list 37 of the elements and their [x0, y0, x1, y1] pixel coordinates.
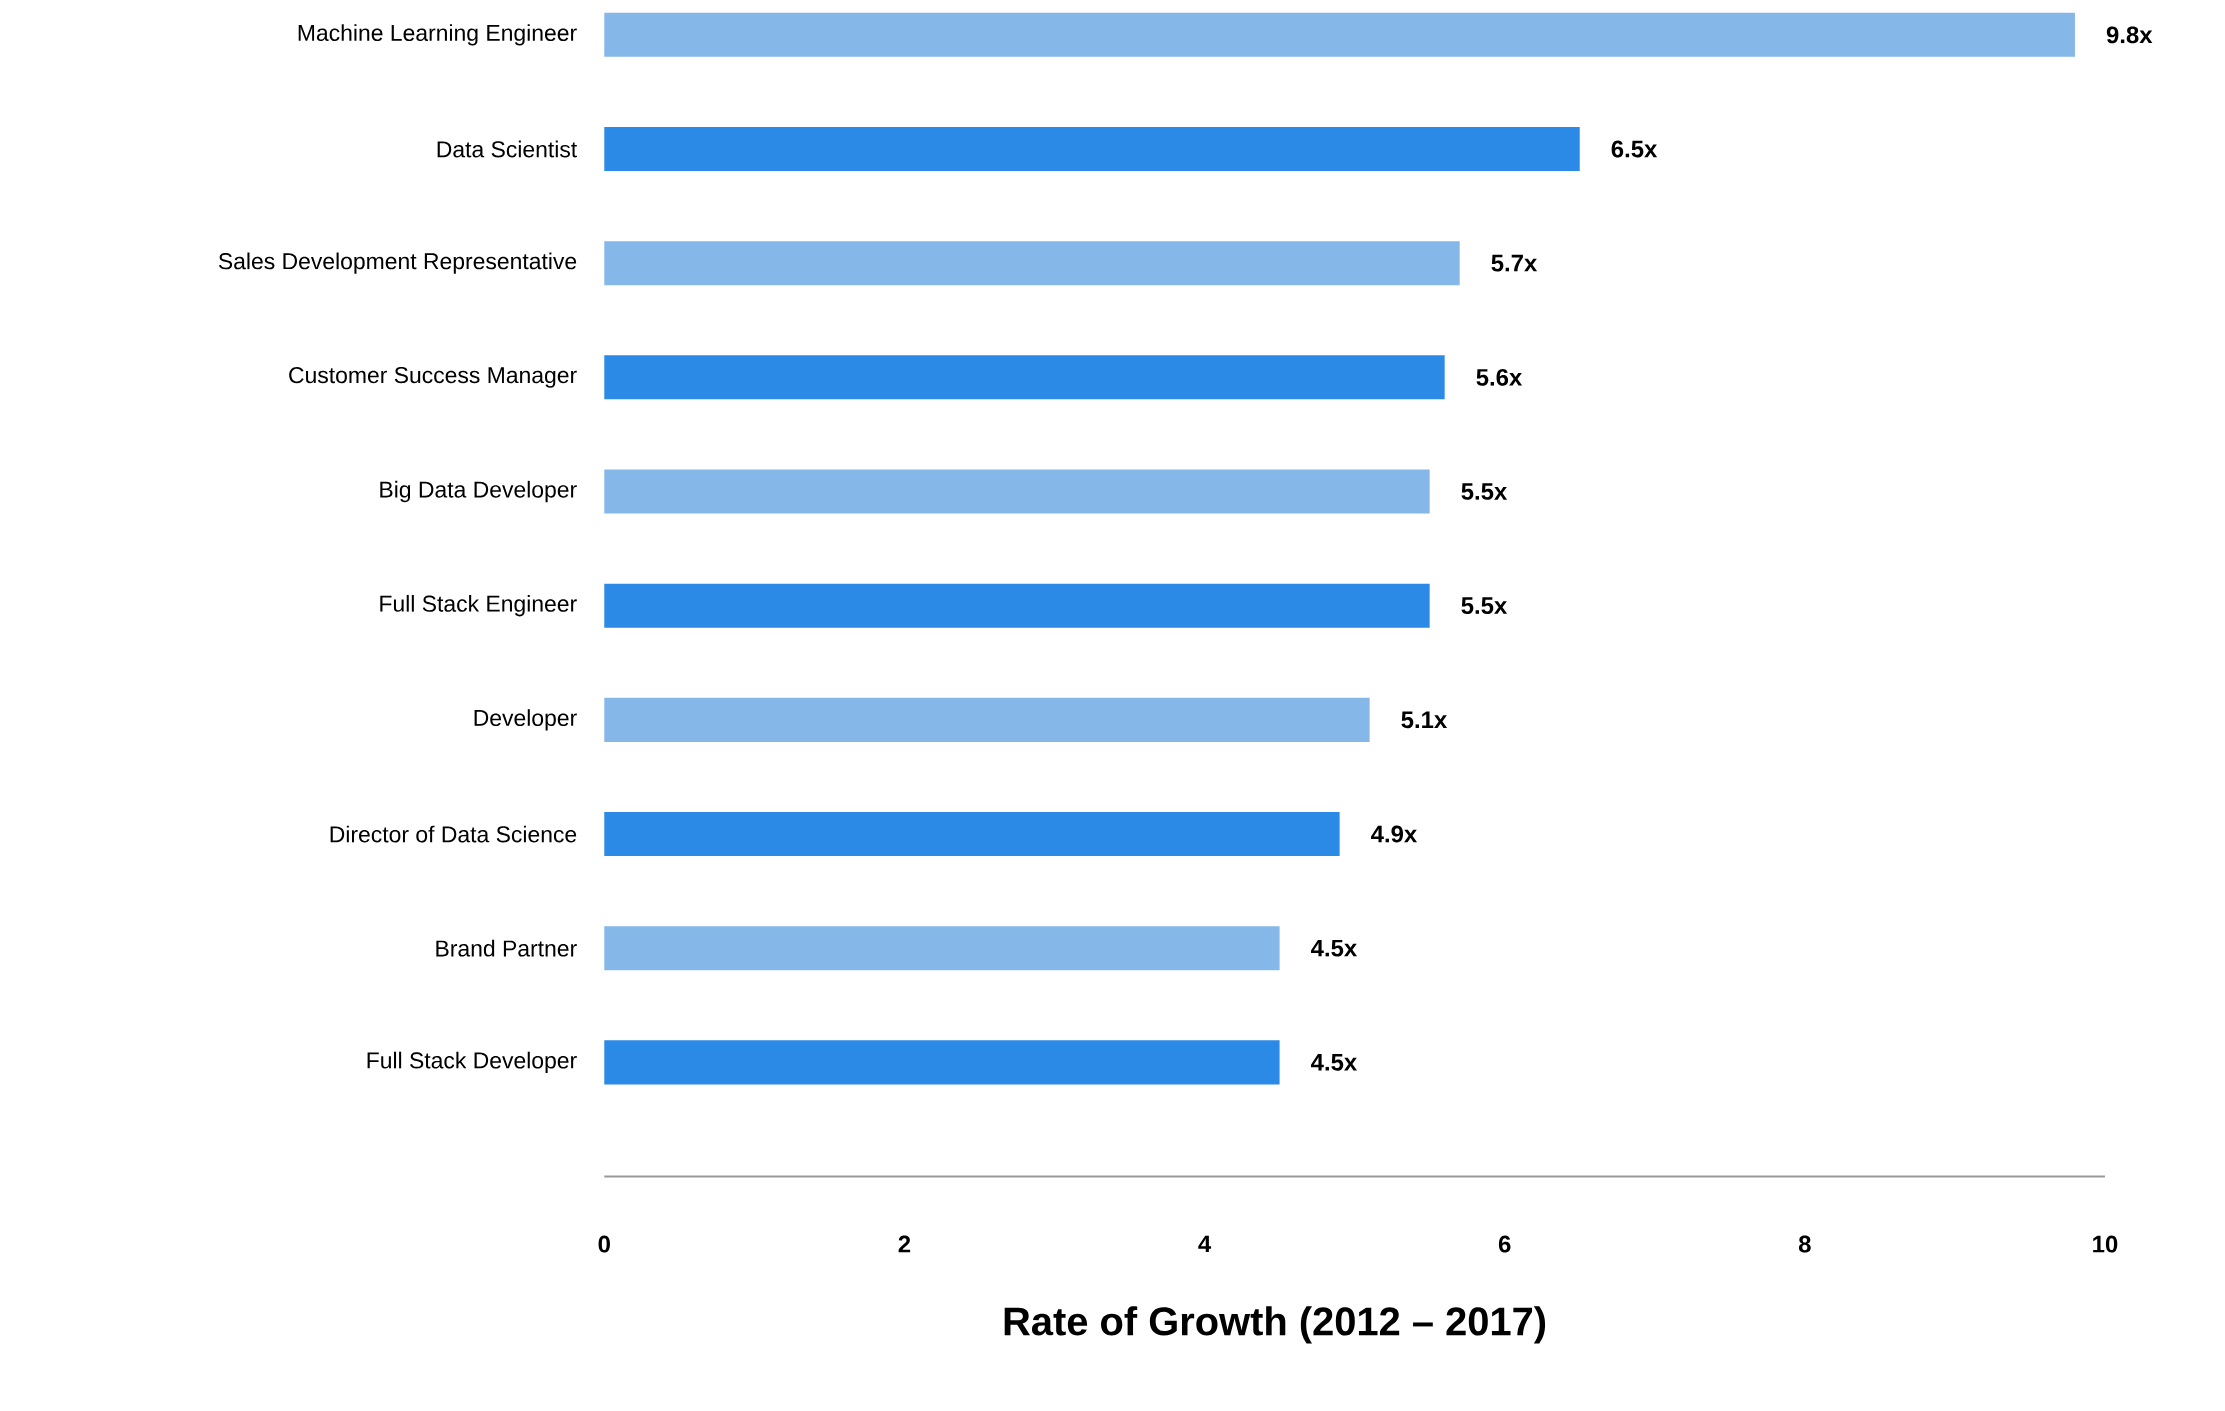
bar [604, 127, 1580, 172]
bar [604, 926, 1280, 971]
bar [604, 1040, 1280, 1085]
y-tick-label: Full Stack Developer [367, 1051, 577, 1074]
data-label: 5.5x [1461, 597, 1508, 615]
y-tick-label: Data Scientist [437, 140, 578, 158]
y-tick-label: Machine Learning Engineer [298, 24, 577, 46]
data-label: 9.8x [2106, 26, 2153, 44]
x-tick-label: 8 [1798, 1235, 1811, 1253]
data-label: 5.1x [1401, 711, 1448, 729]
y-tick-label: Big Data Developer [380, 481, 577, 503]
bar [604, 13, 2075, 58]
data-label: 4.9x [1371, 825, 1418, 843]
y-tick-label: Sales Development Representative [218, 252, 577, 275]
data-label: 5.6x [1476, 369, 1523, 386]
x-tick-label: 10 [2093, 1235, 2118, 1253]
y-tick-label: Full Stack Engineer [380, 595, 577, 617]
x-tick-label: 2 [898, 1235, 911, 1253]
bar [604, 355, 1445, 400]
x-axis-title: Rate of Growth (2012 – 2017) [1004, 1306, 1546, 1344]
bar [604, 241, 1460, 286]
x-tick-label: 4 [1198, 1235, 1212, 1253]
data-label: 5.5x [1461, 483, 1508, 501]
bar [604, 812, 1340, 857]
y-tick-label: Customer Success Manager [289, 367, 577, 388]
bar [604, 469, 1430, 514]
bar [604, 583, 1430, 628]
data-label: 4.5x [1311, 1054, 1358, 1071]
x-tick-label: 6 [1498, 1235, 1511, 1253]
y-tick-label: Brand Partner [436, 939, 577, 957]
data-label: 6.5x [1611, 140, 1658, 158]
bar [604, 698, 1370, 743]
x-tick-label: 0 [598, 1235, 610, 1253]
data-label: 4.5x [1311, 940, 1358, 957]
y-tick-label: Director of Data Science [330, 825, 577, 843]
y-tick-label: Developer [474, 709, 577, 731]
data-label: 5.7x [1491, 255, 1538, 272]
